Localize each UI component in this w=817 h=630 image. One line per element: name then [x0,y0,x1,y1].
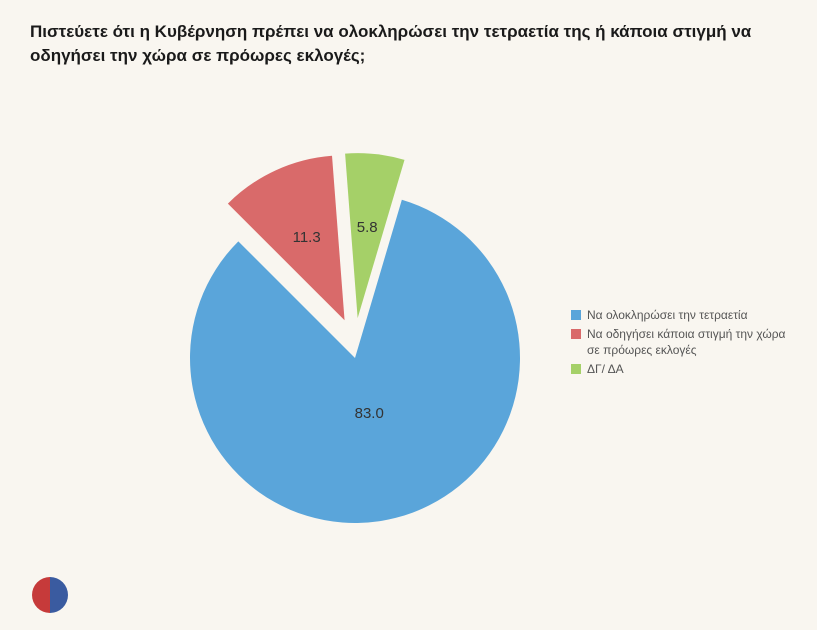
legend-swatch [571,329,581,339]
data-label: 5.8 [357,218,378,235]
legend-label: Να ολοκληρώσει την τετραετία [587,308,748,324]
legend-swatch [571,364,581,374]
pie-chart-container: 11.3 5.8 83.0 Να ολοκληρώσει την τετραετία… [30,98,787,578]
legend-swatch [571,310,581,320]
pie-chart: 11.3 5.8 83.0 [145,118,505,478]
data-label: 11.3 [293,228,321,245]
legend-label: Να οδηγήσει κάποια στιγμή την χώρα σε πρ… [587,327,787,358]
legend-item: ΔΓ/ ΔΑ [571,362,787,378]
chart-legend: Να ολοκληρώσει την τετραετία Να οδηγήσει … [571,308,787,382]
logo [30,575,70,620]
pie-svg: 11.3 5.8 83.0 [145,118,565,538]
chart-title: Πιστεύετε ότι η Κυβέρνηση πρέπει να ολοκ… [30,20,787,68]
logo-icon [30,575,70,615]
legend-label: ΔΓ/ ΔΑ [587,362,624,378]
legend-item: Να οδηγήσει κάποια στιγμή την χώρα σε πρ… [571,327,787,358]
legend-item: Να ολοκληρώσει την τετραετία [571,308,787,324]
data-label: 83.0 [355,405,384,422]
